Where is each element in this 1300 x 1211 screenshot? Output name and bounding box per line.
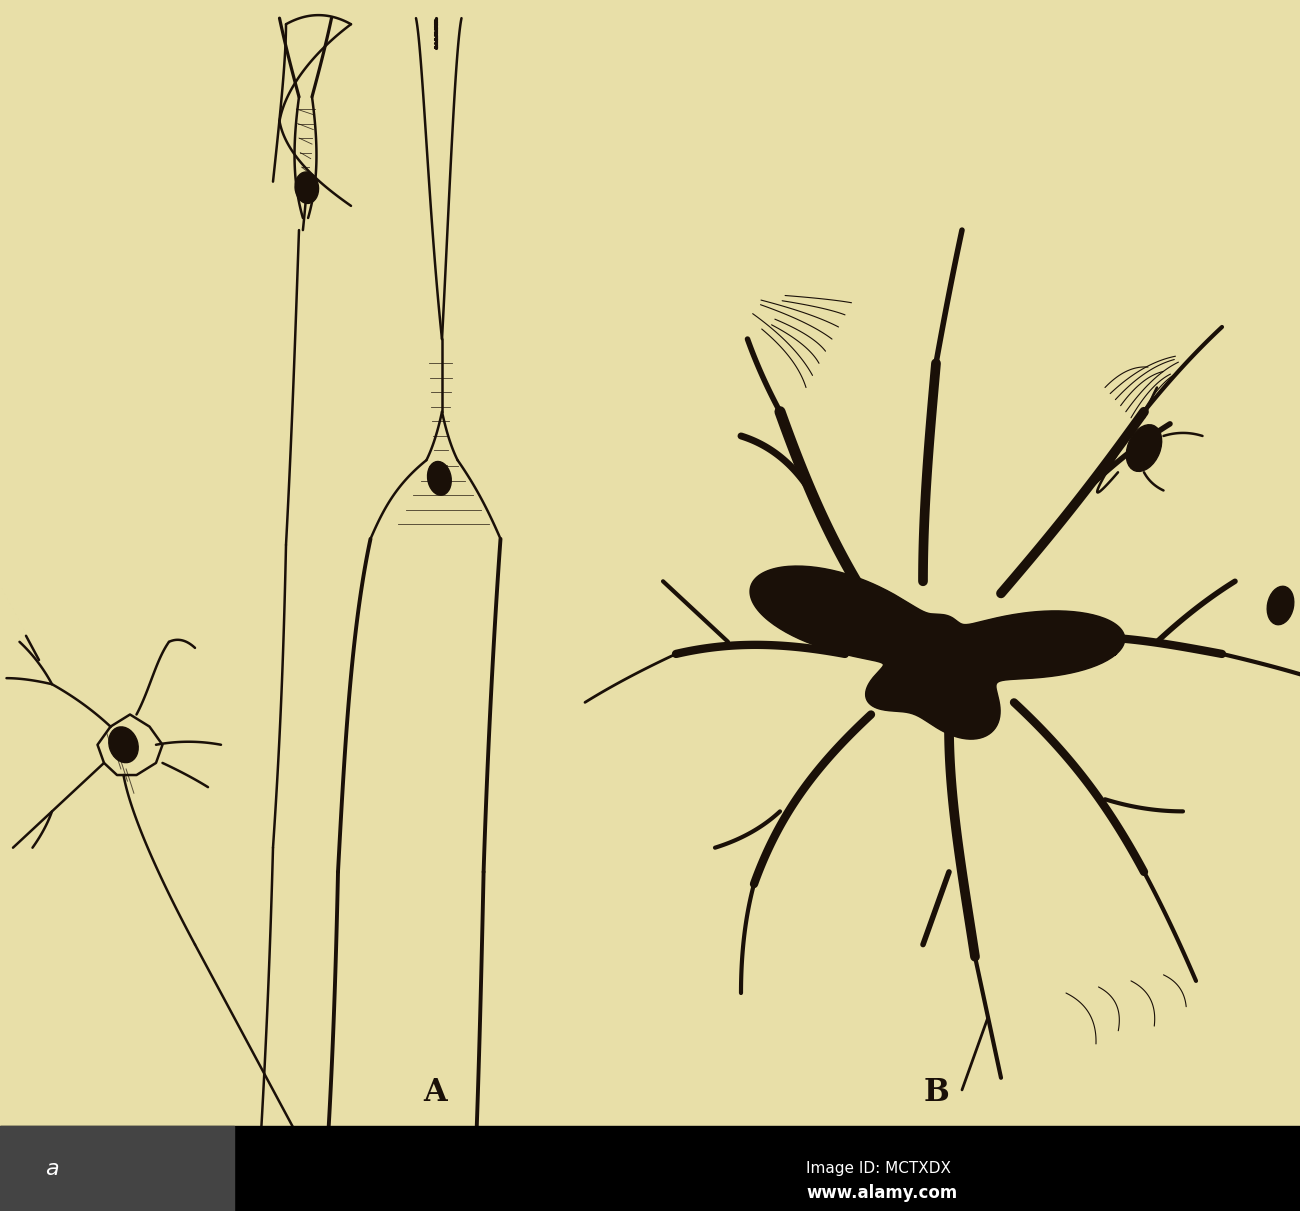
Ellipse shape (1268, 586, 1294, 625)
Text: B: B (923, 1077, 949, 1108)
Ellipse shape (428, 461, 451, 495)
Ellipse shape (295, 172, 318, 203)
Text: a: a (46, 1159, 58, 1178)
Text: A: A (424, 1077, 447, 1108)
Ellipse shape (109, 727, 138, 763)
Ellipse shape (1126, 425, 1162, 471)
Bar (0, 1126, 234, 1211)
Text: Image ID: MCTXDX: Image ID: MCTXDX (806, 1161, 952, 1176)
Text: www.alamy.com: www.alamy.com (806, 1184, 957, 1201)
Polygon shape (750, 567, 1124, 739)
Bar (0, 1126, 1300, 1211)
